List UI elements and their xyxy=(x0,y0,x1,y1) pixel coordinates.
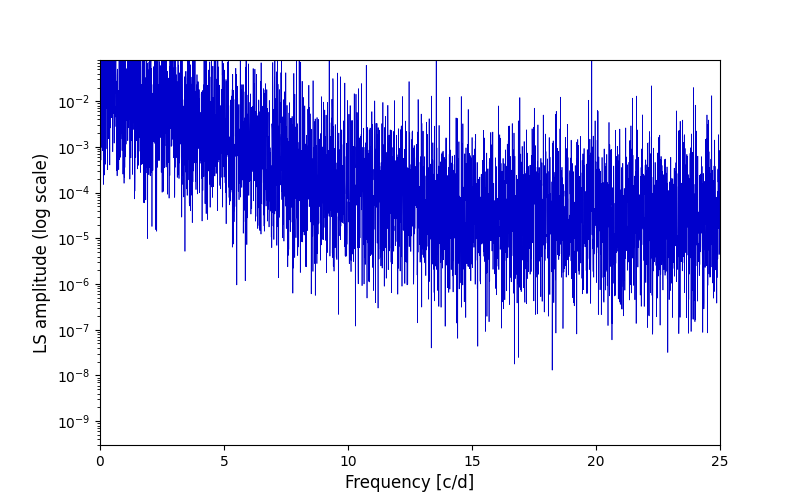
X-axis label: Frequency [c/d]: Frequency [c/d] xyxy=(346,474,474,492)
Y-axis label: LS amplitude (log scale): LS amplitude (log scale) xyxy=(34,152,51,352)
